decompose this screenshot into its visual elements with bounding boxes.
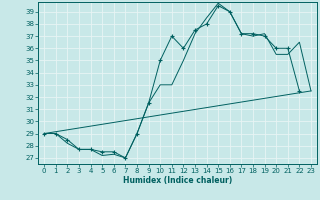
X-axis label: Humidex (Indice chaleur): Humidex (Indice chaleur): [123, 176, 232, 185]
